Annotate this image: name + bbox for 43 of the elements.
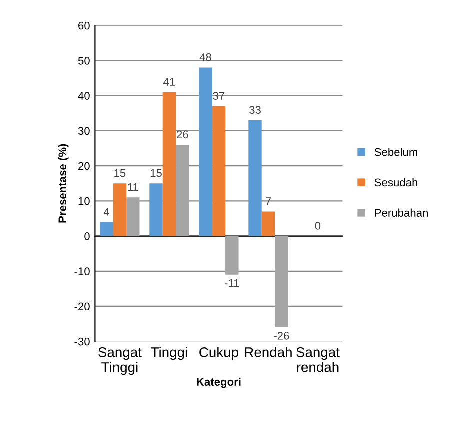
x-axis-title: Kategori bbox=[197, 378, 241, 388]
bar bbox=[162, 92, 176, 236]
y-tick-label: 20 bbox=[78, 162, 90, 170]
bar bbox=[262, 212, 276, 236]
x-tick-label: Sangat Tinggi bbox=[98, 348, 142, 376]
bar bbox=[248, 120, 262, 236]
data-label: -11 bbox=[225, 279, 240, 288]
y-tick-label: 50 bbox=[78, 56, 90, 65]
y-axis-title: Presentase (%) bbox=[58, 144, 69, 223]
bar bbox=[199, 68, 212, 236]
bar bbox=[226, 236, 239, 275]
y-tick-label: 60 bbox=[78, 22, 90, 30]
data-label: 0 bbox=[315, 222, 321, 230]
bar bbox=[275, 236, 288, 328]
data-label: 15 bbox=[114, 169, 126, 178]
bar bbox=[113, 184, 127, 236]
y-tick-label: 30 bbox=[78, 127, 90, 136]
data-label: 48 bbox=[200, 54, 212, 62]
bar bbox=[126, 198, 140, 236]
data-label: 15 bbox=[150, 169, 162, 178]
y-tick-label: 10 bbox=[78, 197, 90, 206]
x-tick-label: Sangat rendah bbox=[296, 348, 340, 372]
data-label: 11 bbox=[128, 184, 138, 192]
bar bbox=[176, 144, 190, 236]
y-tick-label: -10 bbox=[74, 268, 90, 276]
y-tick-label: -30 bbox=[74, 338, 90, 346]
data-label: 33 bbox=[250, 106, 261, 114]
bar bbox=[212, 106, 226, 236]
bar bbox=[100, 222, 114, 236]
y-tick-label: 40 bbox=[78, 92, 90, 100]
x-tick-label: Cukup bbox=[200, 347, 238, 360]
data-label: 4 bbox=[104, 208, 110, 216]
x-tick-label: Tinggi bbox=[151, 347, 188, 360]
y-tick-label: 0 bbox=[84, 232, 90, 240]
data-label: 41 bbox=[164, 78, 176, 86]
x-tick-label: Rendah bbox=[245, 347, 292, 358]
legend-label: Perubahan bbox=[375, 208, 428, 217]
y-tick-label: -20 bbox=[74, 302, 90, 311]
data-label: -26 bbox=[274, 332, 290, 340]
bar bbox=[150, 184, 163, 236]
legend-label: Sebelum bbox=[374, 148, 418, 156]
data-label: 26 bbox=[177, 130, 188, 139]
legend-label: Sesudah bbox=[374, 178, 418, 187]
